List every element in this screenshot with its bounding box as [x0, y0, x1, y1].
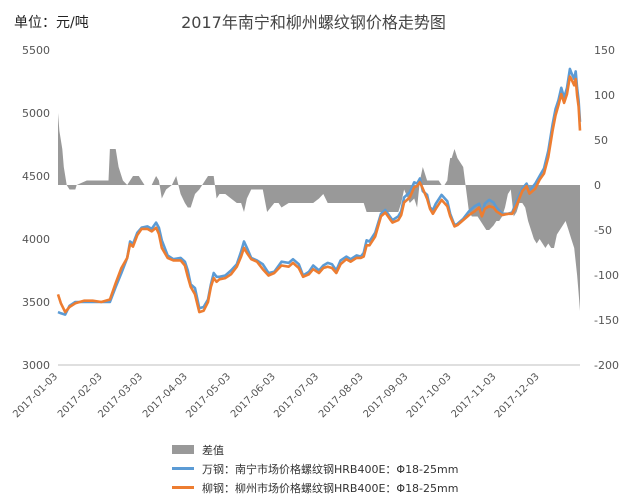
legend-swatch-liuzhou	[172, 486, 194, 489]
y-right-tick-label: -200	[594, 359, 619, 372]
x-tick-label: 2017-06-03	[229, 371, 278, 420]
y-right-tick-label: -100	[594, 269, 619, 282]
y-right-tick-label: 50	[594, 134, 608, 147]
legend: 差值 万钢：南宁市场价格螺纹钢HRB400E：Φ18-25mm 柳钢：柳州市场价…	[172, 440, 458, 497]
series-liuzhou-line	[56, 75, 582, 314]
x-tick-label: 2017-04-03	[141, 371, 190, 420]
y-left-tick-label: 5500	[22, 44, 50, 57]
x-tick-label: 2017-01-03	[11, 371, 60, 420]
legend-item-nanning: 万钢：南宁市场价格螺纹钢HRB400E：Φ18-25mm	[172, 459, 458, 478]
x-tick-label: 2017-11-03	[450, 371, 499, 420]
y-left-tick-label: 3500	[22, 296, 50, 309]
unit-label: 单位：元/吨	[14, 15, 89, 31]
y-left-tick-label: 5000	[22, 107, 50, 120]
y-left-tick-label: 4500	[22, 170, 50, 183]
legend-item-liuzhou: 柳钢：柳州市场价格螺纹钢HRB400E：Φ18-25mm	[172, 478, 458, 497]
y-right-tick-label: -50	[594, 224, 612, 237]
y-right-tick-label: -150	[594, 314, 619, 327]
legend-swatch-nanning	[172, 467, 194, 470]
legend-label-nanning: 万钢：南宁市场价格螺纹钢HRB400E：Φ18-25mm	[202, 462, 459, 476]
x-tick-label: 2017-09-03	[362, 371, 411, 420]
y-left-tick-label: 4000	[22, 233, 50, 246]
series-nanning-line	[57, 67, 582, 316]
legend-label-liuzhou: 柳钢：柳州市场价格螺纹钢HRB400E：Φ18-25mm	[202, 481, 459, 495]
series-diff-area	[58, 113, 580, 311]
y-left-tick-label: 3000	[22, 359, 50, 372]
y-right-tick-label: 100	[594, 89, 615, 102]
chart-title: 2017年南宁和柳州螺纹钢价格走势图	[181, 13, 446, 32]
x-tick-label: 2017-05-03	[184, 371, 233, 420]
y-right-tick-label: 0	[594, 179, 601, 192]
y-right-tick-label: 150	[594, 44, 615, 57]
legend-label-diff: 差值	[202, 443, 224, 457]
legend-swatch-diff	[172, 445, 194, 454]
x-tick-label: 2017-12-03	[493, 371, 542, 420]
legend-item-diff: 差值	[172, 440, 458, 459]
x-tick-label: 2017-07-03	[272, 371, 321, 420]
x-tick-label: 2017-08-03	[317, 371, 366, 420]
x-tick-label: 2017-10-03	[405, 371, 454, 420]
